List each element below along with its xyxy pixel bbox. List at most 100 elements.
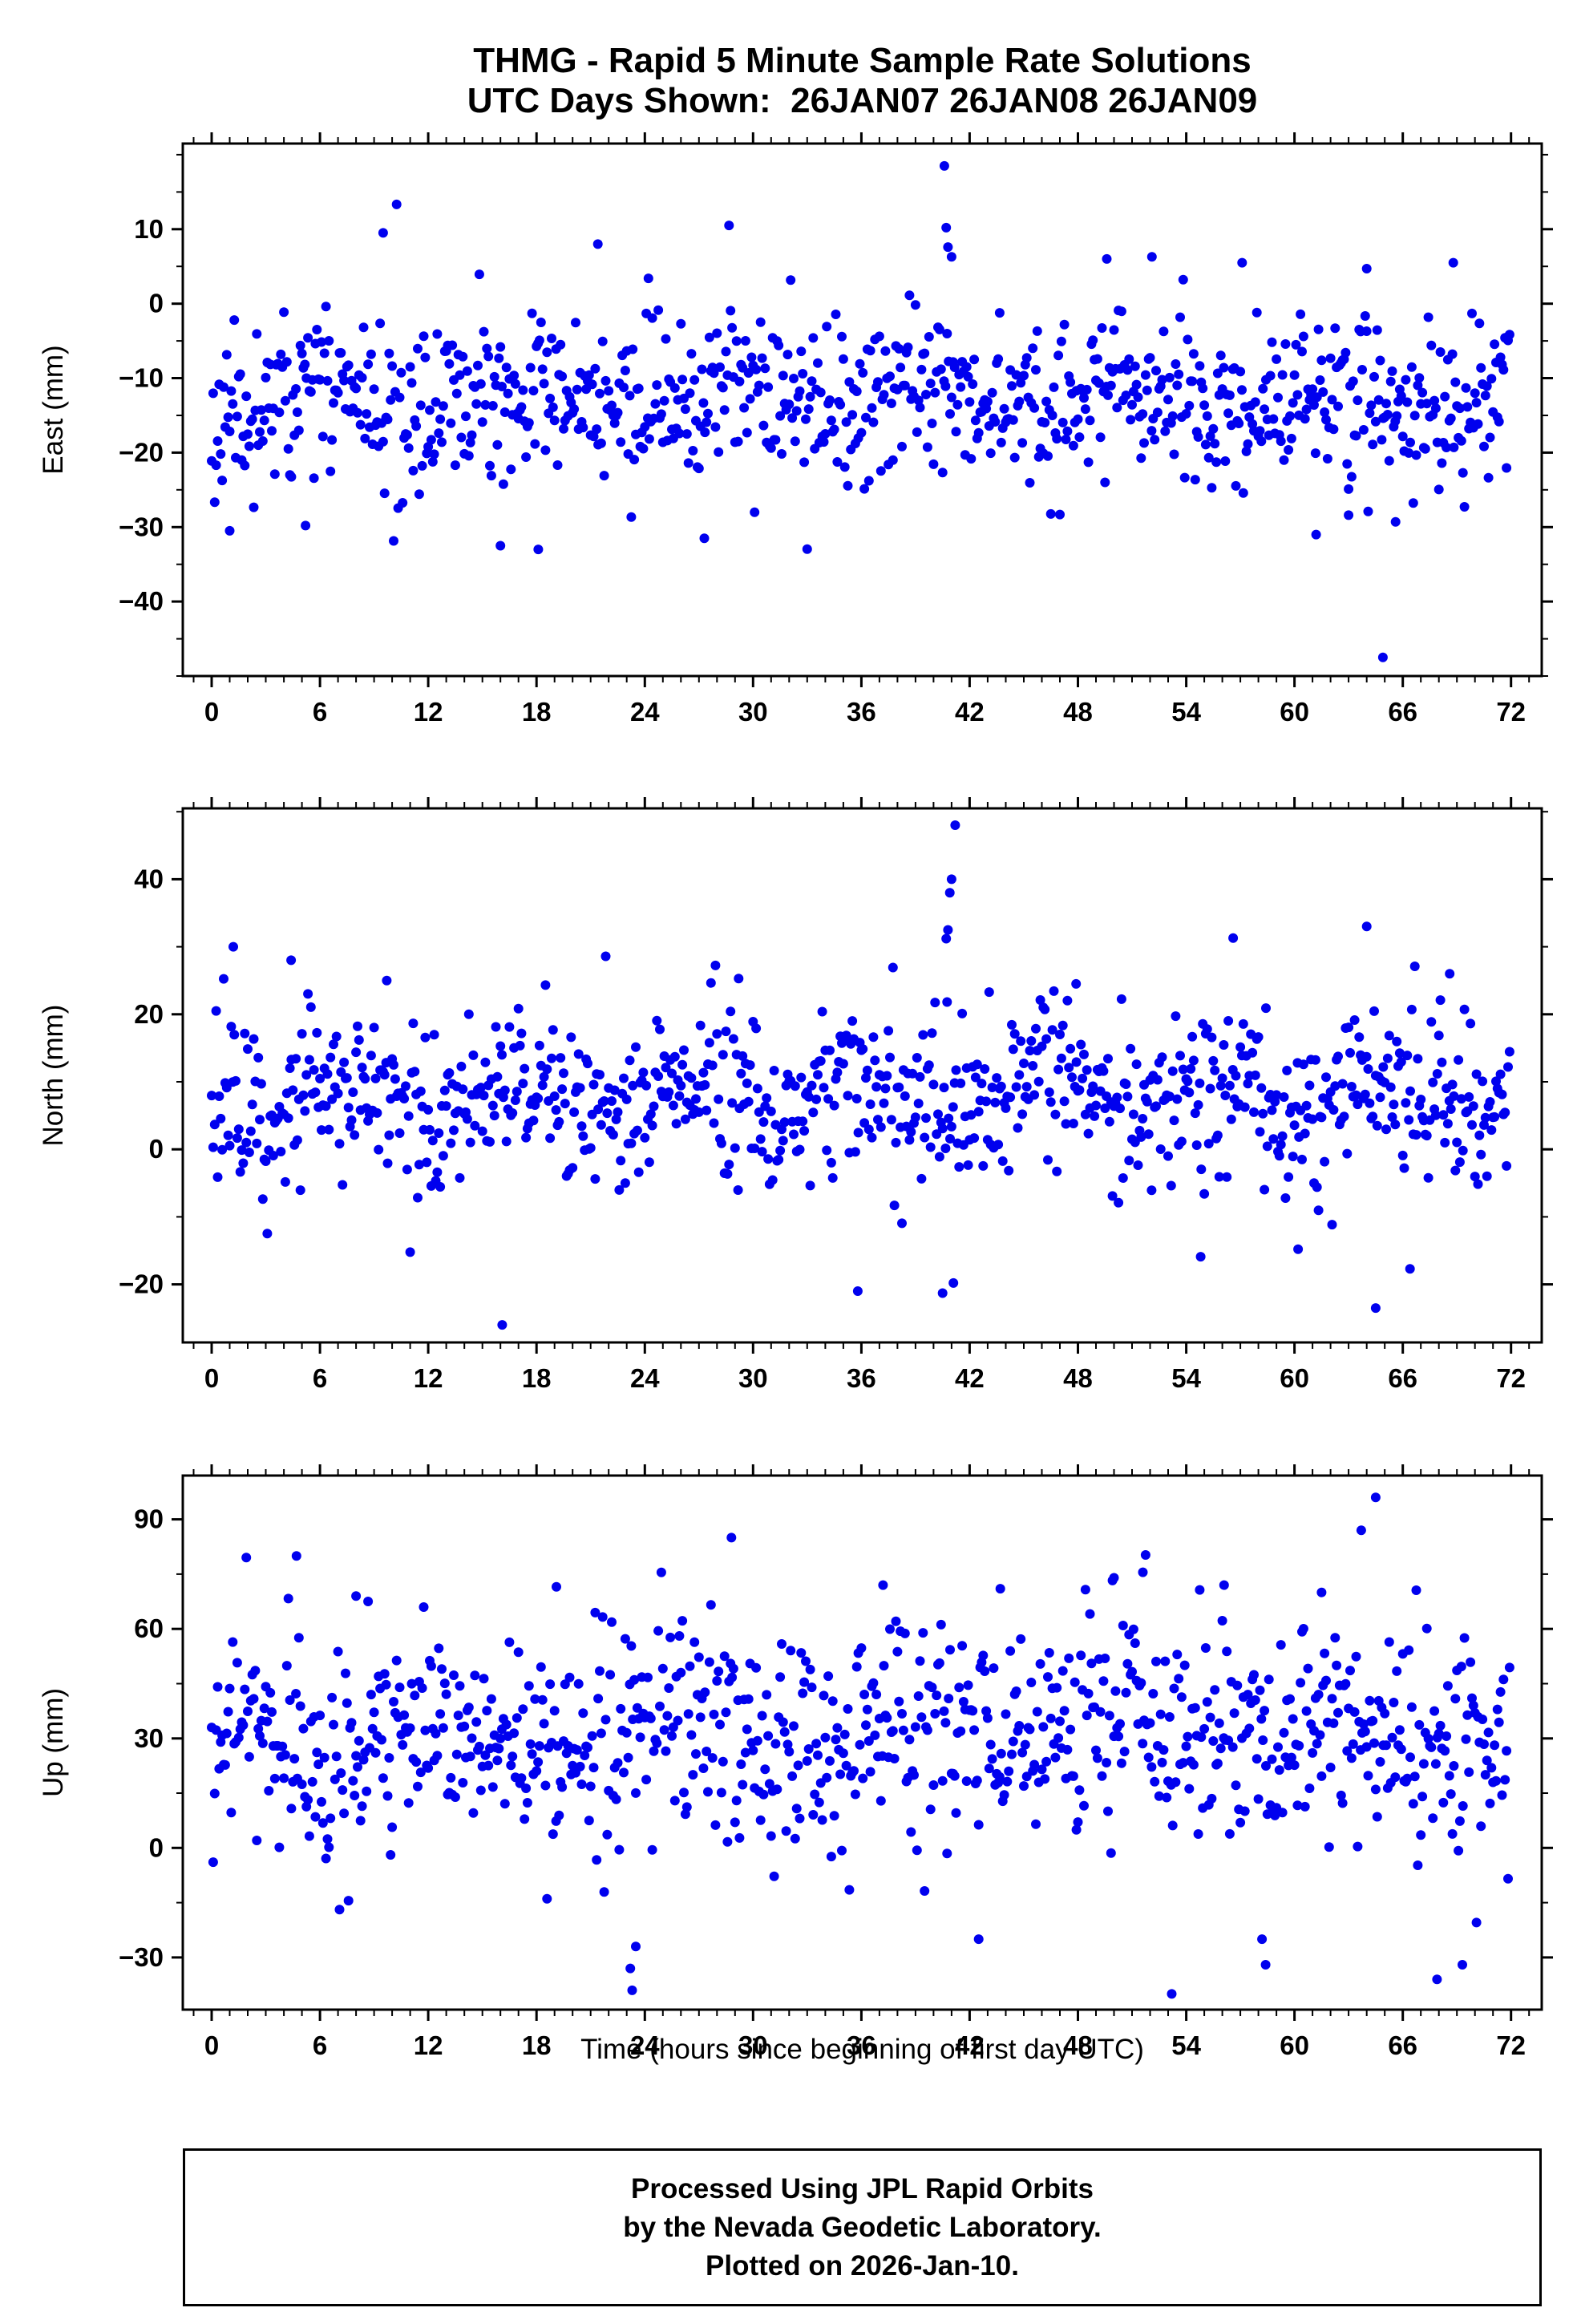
data-point — [1181, 1741, 1191, 1751]
data-point — [1402, 397, 1413, 407]
data-point — [1478, 1715, 1488, 1724]
data-point — [241, 1137, 252, 1148]
data-point — [342, 1073, 352, 1083]
data-point — [569, 1107, 580, 1117]
data-point — [1183, 1076, 1193, 1087]
data-point — [226, 386, 237, 396]
data-point — [1207, 1032, 1217, 1043]
data-point — [702, 1747, 712, 1756]
x-tick-label: 66 — [1388, 2030, 1417, 2060]
data-point — [743, 1096, 754, 1107]
data-point — [968, 379, 978, 389]
data-point — [283, 1113, 293, 1124]
data-point — [944, 1113, 954, 1124]
data-point — [819, 1690, 829, 1701]
data-point — [611, 1114, 621, 1124]
data-point — [981, 1096, 992, 1107]
data-point — [462, 366, 472, 376]
data-point — [625, 1055, 635, 1066]
data-point — [1080, 1585, 1090, 1595]
data-point — [1470, 1172, 1480, 1182]
data-point — [626, 1138, 637, 1148]
data-point — [1408, 498, 1418, 508]
data-point — [964, 397, 975, 407]
data-point — [255, 1115, 265, 1125]
data-point — [596, 438, 606, 448]
data-point — [1037, 1764, 1047, 1775]
data-point — [1070, 1677, 1080, 1687]
data-point — [795, 1813, 805, 1824]
x-tick-label: 36 — [847, 1363, 876, 1393]
data-point — [1118, 1621, 1128, 1630]
data-point — [1190, 1108, 1200, 1119]
data-point — [645, 1713, 656, 1723]
data-point — [915, 403, 925, 413]
data-point — [399, 1094, 410, 1103]
data-point — [1066, 1724, 1076, 1735]
data-point — [391, 1655, 402, 1666]
data-point — [629, 455, 640, 465]
data-point — [1025, 1046, 1035, 1056]
data-point — [402, 430, 412, 440]
data-point — [985, 1739, 996, 1750]
data-point — [1372, 1120, 1382, 1131]
data-point — [1327, 1694, 1337, 1704]
minor-ticks — [176, 1469, 1548, 2016]
data-point — [221, 1728, 232, 1739]
data-point — [1500, 1775, 1510, 1785]
data-point — [244, 1148, 254, 1157]
data-point — [1442, 443, 1452, 452]
data-point — [693, 1652, 704, 1662]
data-point — [620, 1634, 630, 1644]
data-point — [1033, 1076, 1044, 1087]
data-point — [1130, 1638, 1140, 1648]
data-point — [1140, 370, 1150, 380]
data-point — [231, 1075, 241, 1086]
data-point — [1438, 1797, 1449, 1808]
data-point — [726, 1006, 736, 1017]
data-point — [253, 1052, 264, 1063]
data-point — [504, 1022, 515, 1032]
data-point — [334, 1139, 345, 1149]
data-point — [475, 379, 486, 389]
data-point — [685, 388, 695, 399]
data-point — [1222, 1172, 1232, 1182]
data-point — [1390, 1119, 1401, 1130]
data-point — [1450, 377, 1461, 387]
data-point — [669, 1796, 680, 1806]
data-point — [243, 1707, 253, 1716]
data-point — [366, 349, 376, 359]
data-point — [470, 1670, 480, 1681]
data-point — [289, 1754, 300, 1764]
data-point — [1104, 1711, 1114, 1721]
data-point — [1392, 1036, 1402, 1047]
data-point — [331, 1031, 342, 1042]
data-point-outlier — [948, 1277, 959, 1288]
data-point — [370, 1747, 381, 1758]
y-tick-label: −40 — [119, 586, 164, 616]
data-point — [904, 1735, 915, 1745]
data-point — [382, 1158, 393, 1168]
data-point — [1066, 1043, 1076, 1054]
data-point — [1404, 1115, 1414, 1125]
data-point — [1310, 448, 1320, 459]
data-point — [587, 1731, 597, 1741]
data-point — [348, 1775, 358, 1786]
data-point — [1272, 1090, 1282, 1100]
data-point — [384, 1753, 394, 1763]
data-point — [1095, 1707, 1106, 1717]
data-point — [1298, 1624, 1308, 1634]
data-point — [989, 1663, 999, 1674]
data-point — [367, 1723, 378, 1734]
data-point — [600, 1715, 611, 1725]
data-point-outlier — [1311, 529, 1321, 540]
data-point — [793, 1760, 803, 1771]
data-points — [207, 820, 1514, 1330]
data-point-outlier — [533, 545, 544, 555]
data-point — [954, 1162, 964, 1172]
data-point — [861, 412, 871, 423]
data-point — [849, 1766, 859, 1776]
data-point — [760, 363, 770, 374]
data-point — [858, 1044, 868, 1055]
data-point — [1421, 399, 1432, 409]
